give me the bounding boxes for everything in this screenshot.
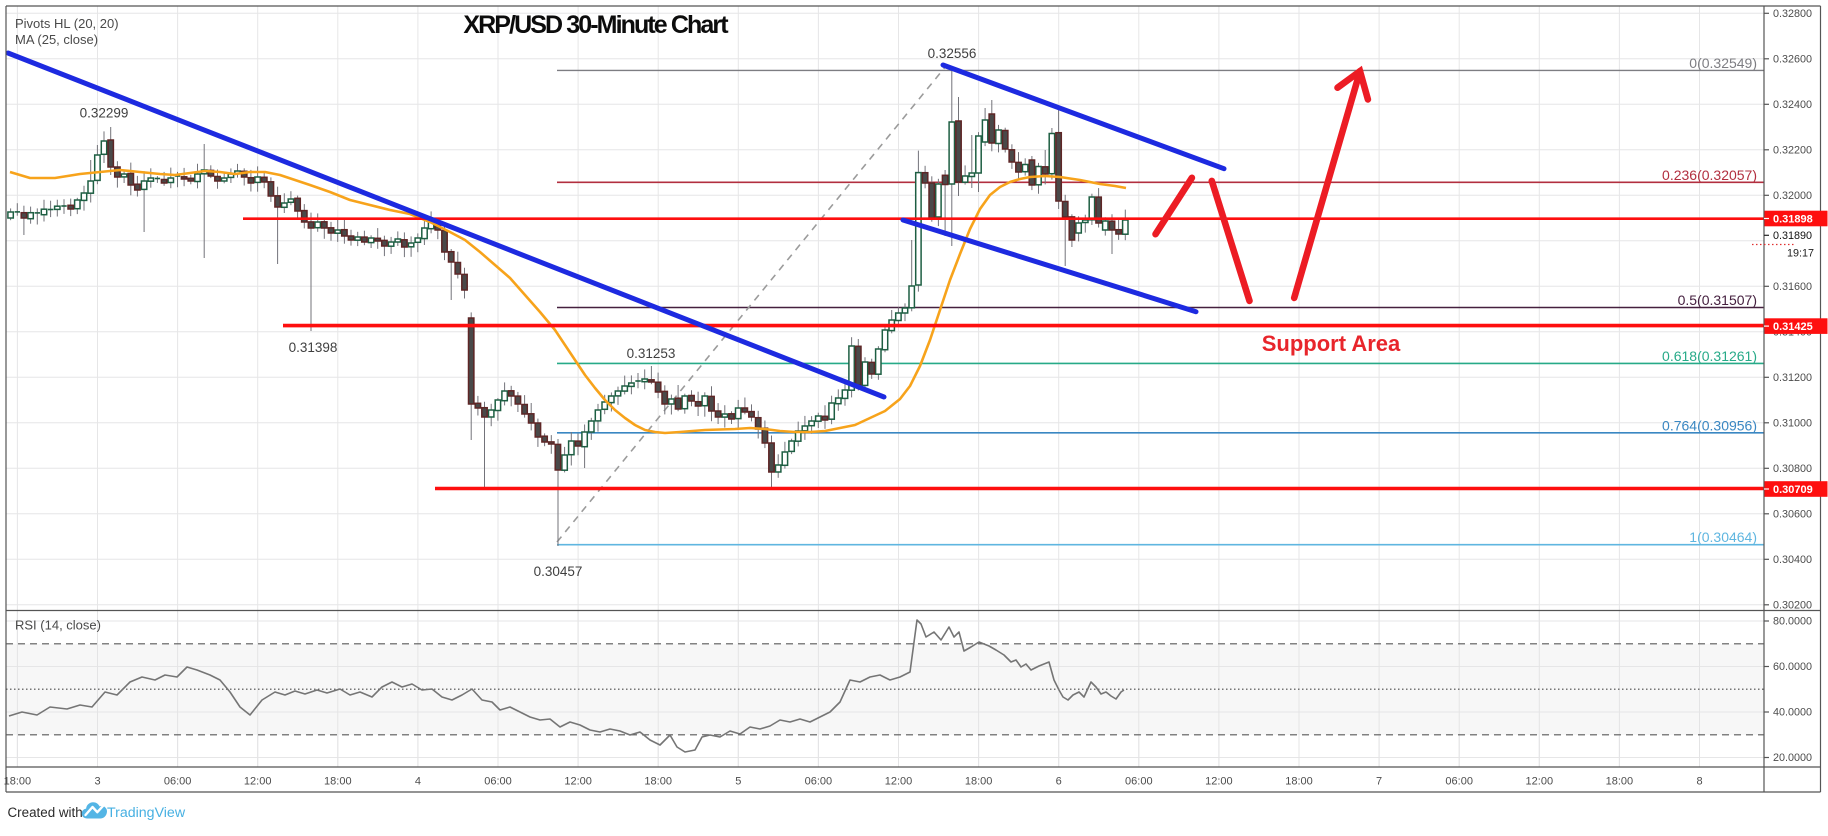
svg-text:12:00: 12:00 [1205, 776, 1233, 788]
svg-text:0.32000: 0.32000 [1773, 190, 1812, 202]
svg-text:06:00: 06:00 [1125, 776, 1153, 788]
svg-text:06:00: 06:00 [484, 776, 512, 788]
svg-text:8: 8 [1696, 776, 1702, 788]
svg-text:MA (25, close): MA (25, close) [15, 32, 98, 47]
svg-text:0.764(0.30956): 0.764(0.30956) [1662, 417, 1757, 433]
svg-text:40.0000: 40.0000 [1773, 707, 1812, 719]
svg-text:Support Area: Support Area [1262, 331, 1401, 356]
svg-text:06:00: 06:00 [805, 776, 833, 788]
svg-text:0.30600: 0.30600 [1773, 509, 1812, 521]
svg-text:0.32556: 0.32556 [928, 46, 977, 61]
svg-text:1(0.30464): 1(0.30464) [1689, 529, 1757, 545]
svg-text:0(0.32549): 0(0.32549) [1689, 55, 1757, 71]
svg-text:RSI (14, close): RSI (14, close) [15, 618, 101, 633]
svg-text:18:00: 18:00 [324, 776, 352, 788]
svg-text:0.32299: 0.32299 [80, 106, 129, 121]
svg-text:0.32800: 0.32800 [1773, 8, 1812, 20]
svg-text:80.0000: 80.0000 [1773, 616, 1812, 628]
svg-text:0.30457: 0.30457 [534, 564, 583, 579]
svg-text:12:00: 12:00 [885, 776, 913, 788]
svg-text:0.31890: 0.31890 [1773, 230, 1812, 242]
svg-text:12:00: 12:00 [244, 776, 272, 788]
svg-text:19:17: 19:17 [1787, 248, 1814, 260]
svg-text:18:00: 18:00 [965, 776, 993, 788]
svg-text:0.31000: 0.31000 [1773, 418, 1812, 430]
svg-text:4: 4 [415, 776, 421, 788]
svg-text:0.30200: 0.30200 [1773, 600, 1812, 612]
svg-text:XRP/USD 30-Minute Chart: XRP/USD 30-Minute Chart [463, 11, 729, 39]
svg-text:60.0000: 60.0000 [1773, 661, 1812, 673]
svg-text:0.5(0.31507): 0.5(0.31507) [1678, 292, 1757, 308]
svg-text:06:00: 06:00 [164, 776, 192, 788]
svg-text:0.31425: 0.31425 [1773, 321, 1813, 333]
svg-text:6: 6 [1056, 776, 1062, 788]
svg-text:0.31253: 0.31253 [627, 346, 676, 361]
svg-text:0.31898: 0.31898 [1773, 214, 1813, 226]
svg-text:0.30400: 0.30400 [1773, 554, 1812, 566]
svg-text:0.31398: 0.31398 [289, 340, 338, 355]
svg-text:0.32600: 0.32600 [1773, 54, 1812, 66]
svg-text:0.236(0.32057): 0.236(0.32057) [1662, 167, 1757, 183]
svg-text:0.31600: 0.31600 [1773, 281, 1812, 293]
svg-text:0.31200: 0.31200 [1773, 372, 1812, 384]
svg-text:20.0000: 20.0000 [1773, 752, 1812, 764]
svg-text:18:00: 18:00 [4, 776, 32, 788]
svg-text:0.618(0.31261): 0.618(0.31261) [1662, 348, 1757, 364]
svg-text:7: 7 [1376, 776, 1382, 788]
svg-text:12:00: 12:00 [564, 776, 592, 788]
svg-text:18:00: 18:00 [644, 776, 672, 788]
svg-text:0.30800: 0.30800 [1773, 463, 1812, 475]
svg-text:3: 3 [94, 776, 100, 788]
svg-text:0.30709: 0.30709 [1773, 484, 1813, 496]
svg-text:0.32200: 0.32200 [1773, 145, 1812, 157]
svg-text:12:00: 12:00 [1526, 776, 1554, 788]
svg-text:TradingView: TradingView [107, 805, 186, 821]
svg-text:Pivots HL (20, 20): Pivots HL (20, 20) [15, 16, 119, 31]
svg-text:5: 5 [735, 776, 741, 788]
svg-text:Created with: Created with [8, 805, 83, 820]
svg-text:0.32400: 0.32400 [1773, 99, 1812, 111]
svg-text:06:00: 06:00 [1445, 776, 1473, 788]
svg-text:18:00: 18:00 [1285, 776, 1313, 788]
svg-text:18:00: 18:00 [1606, 776, 1634, 788]
